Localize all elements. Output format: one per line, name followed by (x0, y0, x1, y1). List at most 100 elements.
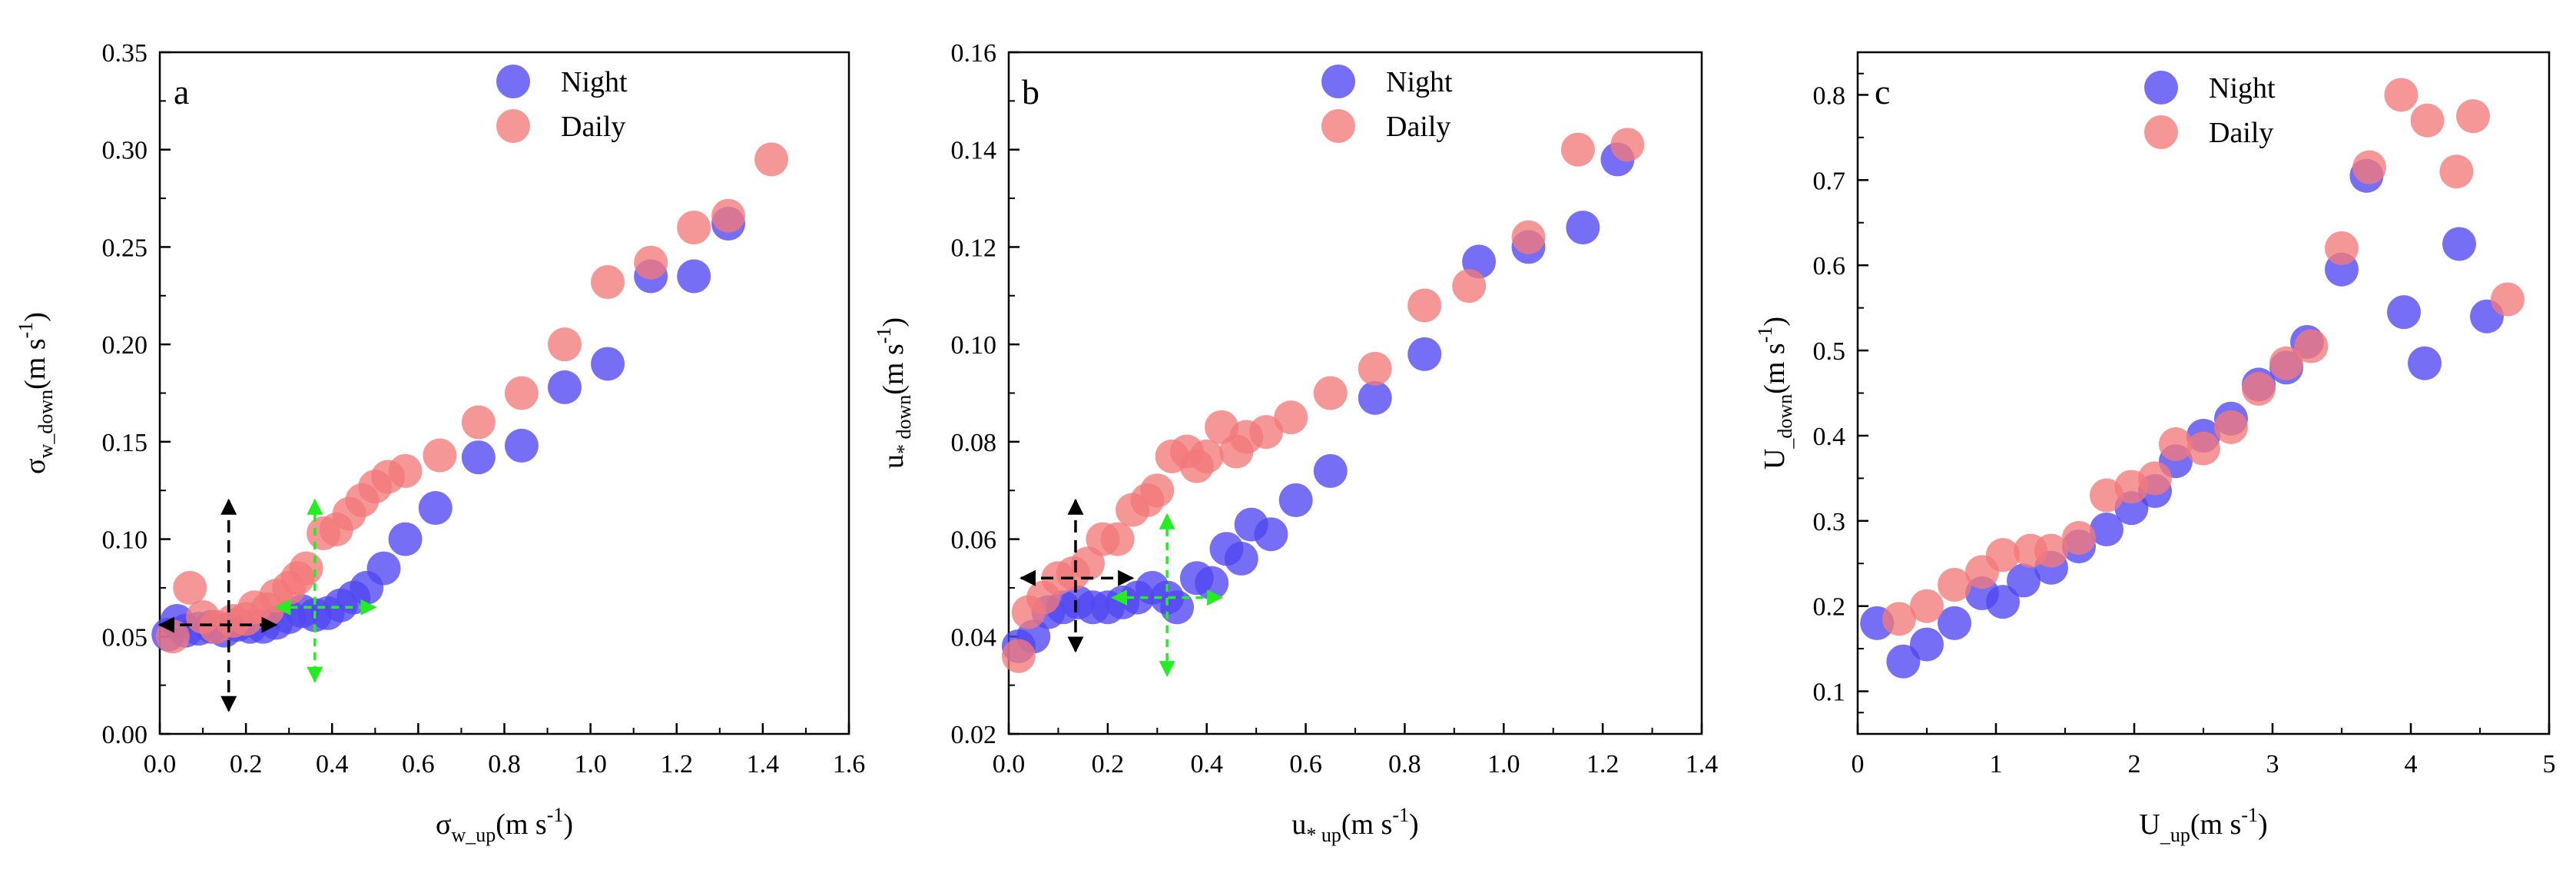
legend-label-night: Night (561, 66, 628, 98)
legend-swatch-daily (496, 109, 530, 143)
data-point (418, 491, 453, 526)
data-point (1160, 590, 1195, 625)
data-point (388, 453, 423, 488)
data-point (591, 265, 625, 300)
data-point (1140, 473, 1175, 508)
data-point (1938, 567, 1971, 602)
x-tick-label: 1.0 (574, 750, 607, 778)
x-tick-label: 0.2 (1092, 750, 1125, 778)
data-point (1886, 644, 1921, 679)
legend-label-night: Night (1386, 66, 1453, 98)
y-tick-label: 0.2 (1813, 593, 1846, 622)
legend-label-night: Night (2209, 72, 2276, 105)
data-point (1274, 400, 1308, 435)
data-point (677, 211, 711, 245)
legend-label-daily: Daily (2209, 117, 2273, 149)
data-point (2325, 231, 2359, 266)
y-tick-label: 0.10 (102, 526, 148, 555)
legend-swatch-daily (1321, 109, 1355, 143)
data-point (1313, 376, 1348, 410)
data-point (1986, 585, 2020, 619)
y-tick-label: 0.05 (102, 623, 148, 652)
data-point (2384, 78, 2419, 112)
legend-swatch-night (1321, 65, 1355, 98)
x-tick-label: 0.2 (230, 750, 263, 778)
y-axis-title: u* down(m s-1) (873, 317, 915, 469)
y-tick-label: 0.14 (951, 137, 997, 165)
data-point (1511, 220, 1546, 254)
panel-b: 0.0 0.2 0.4 0.6 0.8 1.0 1.2 1.4 0.02 0.04 0.06 0.08… (873, 39, 1718, 846)
data-point (1189, 439, 1224, 473)
crosshair-marker-green (1111, 513, 1224, 678)
data-point (2294, 329, 2329, 363)
series-daily (1001, 128, 1645, 673)
y-tick-label: 0.08 (951, 429, 997, 457)
data-point (677, 259, 711, 294)
data-point (2062, 520, 2096, 555)
data-point (289, 551, 323, 586)
data-point (388, 522, 423, 556)
data-point (1001, 639, 1036, 673)
data-point (2007, 563, 2041, 598)
y-tick-label: 0.35 (102, 39, 148, 68)
data-point (1224, 541, 1258, 576)
data-point (2387, 295, 2421, 330)
data-point (2138, 461, 2172, 496)
data-point (2214, 410, 2248, 444)
x-tick-label: 1 (1990, 750, 2003, 778)
data-point (1278, 483, 1313, 517)
data-point (547, 370, 582, 404)
data-point (1452, 269, 1487, 304)
data-point (461, 405, 496, 440)
data-point (504, 376, 539, 410)
data-point (1910, 589, 1944, 623)
x-tick-label: 1.4 (747, 750, 780, 778)
crosshair-marker-black (157, 498, 278, 712)
y-tick-label: 0.5 (1813, 337, 1846, 366)
x-axis-title: σw_up(m s-1) (436, 804, 573, 846)
y-tick-label: 0.06 (951, 526, 997, 555)
y-tick-label: 0.00 (102, 721, 148, 749)
data-point (2090, 512, 2123, 546)
data-point (2491, 282, 2525, 317)
y-tick-label: 0.4 (1813, 423, 1846, 451)
x-axis: 0.0 0.2 0.4 0.6 0.8 1.0 1.2 1.4 1.6 (144, 723, 866, 778)
data-point (173, 570, 207, 605)
data-point (1407, 337, 1442, 371)
data-point (504, 428, 539, 463)
data-point (1100, 522, 1135, 556)
legend: Night Daily (1321, 65, 1453, 143)
legend-label-daily: Daily (561, 111, 625, 143)
panel-letter: a (174, 72, 189, 111)
crosshair-marker-green (274, 498, 377, 683)
y-axis-title: σw_down(m s-1) (15, 312, 57, 474)
y-axis-title: U_down(m s-1) (1754, 317, 1796, 470)
y-tick-label: 0.10 (951, 331, 997, 360)
x-axis-title: U_up(m s-1) (2139, 804, 2267, 846)
panel-letter: c (1875, 72, 1890, 111)
x-axis: 0 1 2 3 4 5 (1852, 723, 2556, 778)
x-tick-label: 0.8 (488, 750, 521, 778)
x-tick-label: 0.6 (1289, 750, 1322, 778)
data-point (1313, 453, 1348, 488)
legend-swatch-night (496, 65, 530, 98)
data-point (1358, 380, 1392, 415)
y-tick-label: 0.15 (102, 429, 148, 457)
data-point (1938, 606, 1971, 640)
y-tick-label: 0.1 (1813, 679, 1846, 707)
data-point (461, 440, 496, 475)
x-tick-label: 4 (2405, 750, 2418, 778)
y-axis: 0.02 0.04 0.06 0.08 0.10 0.12 0.14 0.16 (951, 39, 1019, 749)
x-tick-label: 0.4 (1190, 750, 1223, 778)
data-point (1358, 351, 1392, 386)
panel-letter: b (1022, 72, 1039, 111)
y-tick-label: 0.20 (102, 331, 148, 360)
y-tick-label: 0.02 (951, 721, 997, 749)
y-tick-label: 0.3 (1813, 508, 1846, 536)
x-tick-label: 1.6 (833, 750, 866, 778)
y-tick-label: 0.25 (102, 234, 148, 262)
data-point (2442, 227, 2476, 261)
x-tick-label: 3 (2266, 750, 2279, 778)
y-tick-label: 0.7 (1813, 167, 1846, 195)
